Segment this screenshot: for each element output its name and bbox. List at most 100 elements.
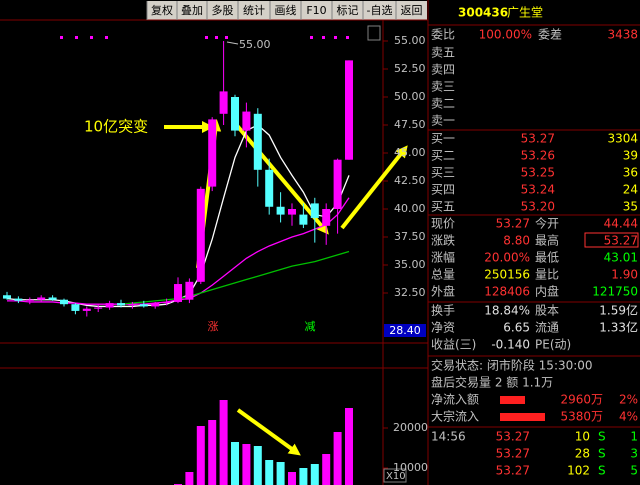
flow-value: 5380万 — [560, 410, 603, 424]
volume-bar — [345, 408, 353, 485]
volume-tick-label: 20000 — [393, 421, 428, 434]
high-pointer — [226, 41, 239, 45]
volume-bar — [231, 442, 239, 485]
candle-body — [196, 188, 205, 282]
stat-label: 流通 — [535, 321, 559, 335]
stat-label: 股本 — [535, 304, 559, 318]
stat-value: 53.27 — [604, 234, 638, 248]
price-tick-label: 40.00 — [394, 202, 426, 215]
toolbar-button[interactable]: 画线 — [275, 3, 297, 17]
candle-body — [14, 298, 23, 301]
price-tick-label: 42.50 — [394, 174, 426, 187]
price-tick-label: 50.00 — [394, 90, 426, 103]
volume-tick-label: 10000 — [393, 461, 428, 474]
trade-side: S — [598, 464, 606, 478]
stat-label: 内盘 — [535, 284, 559, 299]
stat-value: 250156 — [484, 268, 530, 282]
stat-value: 128406 — [484, 285, 530, 299]
buy-price: 53.26 — [521, 149, 555, 163]
volume-bar — [322, 454, 331, 485]
fall-mark: 减 — [305, 320, 316, 333]
trade-count: 1 — [630, 430, 638, 444]
candle-body — [185, 281, 194, 300]
flow-pct: 4% — [619, 410, 638, 424]
trade-price: 53.27 — [496, 430, 530, 444]
trade-price: 53.27 — [496, 464, 530, 478]
stat-value: 18.84% — [484, 304, 530, 318]
toolbar-button[interactable]: -自选 — [367, 4, 393, 17]
weibi-value: 100.00% — [479, 28, 532, 42]
zoom-box[interactable] — [383, 468, 407, 483]
buy-price: 53.25 — [521, 166, 555, 180]
trade-count: 3 — [630, 447, 638, 461]
toolbar-button[interactable]: 叠加 — [181, 4, 203, 17]
buy-volume: 39 — [623, 149, 638, 163]
stat-label: 最低 — [535, 251, 559, 265]
candle-body — [345, 60, 353, 160]
candle-body — [151, 303, 160, 307]
stat-label: 净资 — [431, 321, 455, 335]
flow-bar — [500, 413, 545, 421]
price-tick-label: 37.50 — [394, 230, 426, 243]
volume-bar — [276, 462, 285, 485]
toolbar-button[interactable]: 复权 — [151, 3, 173, 17]
panel-button[interactable] — [367, 25, 381, 41]
price-tick-label: 47.50 — [394, 118, 426, 131]
candle-body — [71, 304, 80, 311]
trade-count: 5 — [630, 464, 638, 478]
current-price: 28.40 — [389, 324, 421, 337]
buy-label: 买五 — [431, 200, 455, 214]
toolbar-button[interactable]: 多股 — [212, 3, 234, 17]
trade-volume: 28 — [575, 447, 590, 461]
sell-label: 卖一 — [431, 114, 455, 128]
stat-label: 涨幅 — [431, 250, 455, 265]
buy-price: 53.27 — [521, 132, 555, 146]
candle-body — [310, 203, 319, 218]
candle-body — [174, 284, 182, 302]
stock-code: 300436 — [458, 6, 508, 20]
price-tick-label: 32.50 — [394, 286, 426, 299]
stat-label: 收益(三) — [431, 338, 476, 352]
price-tick-label: 52.50 — [394, 62, 426, 75]
stat-value: 43.01 — [604, 251, 638, 265]
buy-volume: 36 — [623, 166, 638, 180]
toolbar-button[interactable]: 返回 — [401, 4, 423, 17]
stat-label: 量比 — [535, 268, 559, 282]
volume-bar — [310, 464, 319, 485]
toolbar — [147, 1, 427, 20]
flow-pct: 2% — [619, 393, 638, 407]
stat-label: 涨跌 — [431, 233, 455, 248]
stat-value: 121750 — [592, 285, 638, 299]
toolbar-button[interactable]: 标记 — [337, 3, 359, 17]
buy-price: 53.24 — [521, 183, 555, 197]
toolbar-button[interactable]: F10 — [306, 4, 326, 17]
candle-body — [82, 308, 91, 311]
zoom[interactable]: X10 — [386, 471, 406, 482]
flow-label: 大宗流入 — [431, 409, 479, 424]
trade-volume: 102 — [567, 464, 590, 478]
volume-bar — [185, 472, 194, 485]
toolbar-button[interactable]: 统计 — [243, 4, 265, 17]
sell-label: 卖五 — [431, 46, 455, 60]
ma-line — [120, 250, 350, 305]
stat-label: 外盘 — [431, 284, 455, 299]
volume-bar — [299, 468, 308, 485]
buy-label: 买三 — [431, 166, 455, 180]
candle-body — [37, 297, 46, 300]
arrows — [164, 119, 408, 456]
stat-value: -0.140 — [491, 338, 530, 352]
candle-body — [3, 295, 11, 299]
buy-volume: 3304 — [607, 132, 638, 146]
candle-body — [333, 159, 342, 209]
volume-bar — [288, 472, 296, 485]
stat-value: 1.90 — [611, 268, 638, 282]
flow-bar — [500, 396, 525, 404]
candle-body — [128, 304, 137, 306]
stat-label: 现价 — [431, 217, 455, 231]
current-price-box — [384, 324, 426, 337]
stat-label: 今开 — [535, 216, 559, 231]
candle-body — [208, 119, 217, 187]
weibi-label: 委比 — [431, 28, 455, 42]
weicha-value: 3438 — [607, 28, 638, 42]
